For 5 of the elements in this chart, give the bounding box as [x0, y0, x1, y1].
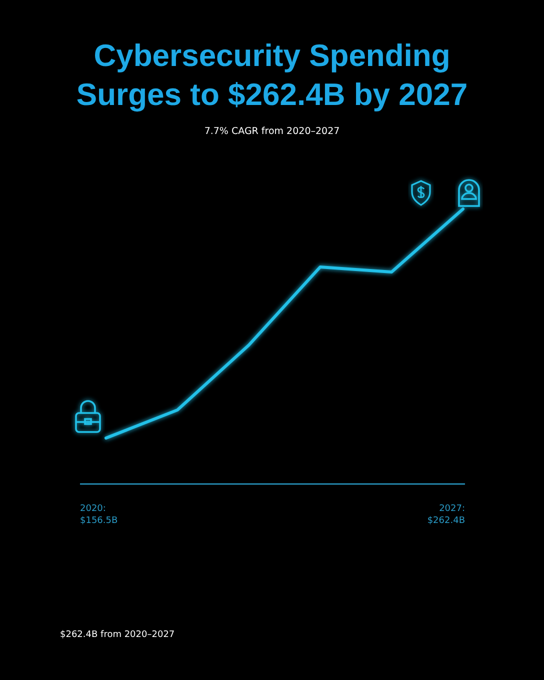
chart-title: Cybersecurity Spending Surges to $262.4B by 2027: [76, 38, 468, 112]
text: 2020: $156.5B: [80, 504, 118, 526]
text: 2027: $262.4B: [427, 504, 465, 526]
chart-subtitle: 7.7% CAGR from 2020–2027: [204, 126, 340, 137]
text: $262.4B from 2020–2027: [60, 630, 175, 640]
